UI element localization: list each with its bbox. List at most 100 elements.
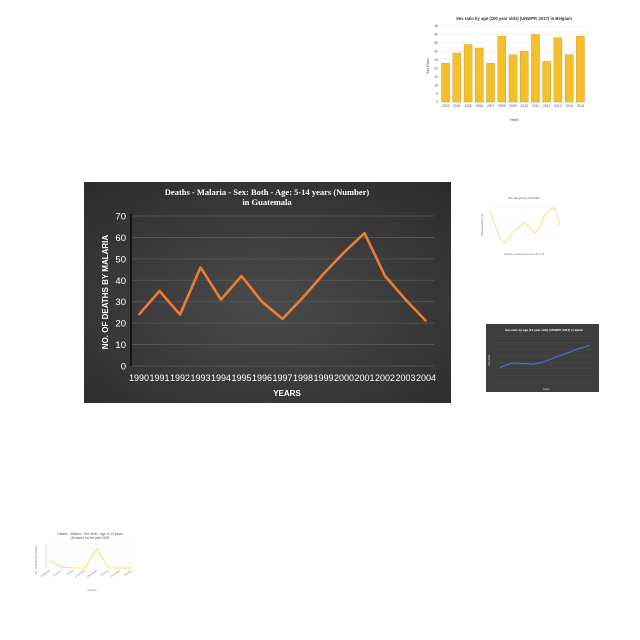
y-tick-label: 0 bbox=[121, 362, 126, 373]
data-point bbox=[364, 232, 366, 234]
y-tick-label: 15 bbox=[434, 75, 438, 79]
thumb-y-axis-title: Sex Ratio bbox=[426, 58, 430, 73]
bar bbox=[543, 61, 551, 102]
x-tick-label: 2002 bbox=[375, 373, 395, 383]
x-tick-label: 1993 bbox=[190, 373, 210, 383]
data-point bbox=[343, 252, 345, 254]
x-tick-label: 2011 bbox=[532, 104, 539, 108]
x-tick-label: 1992 bbox=[170, 373, 190, 383]
x-tick-label: 2010 bbox=[521, 104, 529, 108]
y-tick-label: 25 bbox=[434, 58, 438, 62]
data-point bbox=[384, 275, 386, 277]
data-point bbox=[261, 301, 263, 303]
small-line-chart: Annual grams of NOTE Quantity of sewing … bbox=[478, 193, 566, 259]
y-tick-label: 0 bbox=[436, 100, 438, 104]
x-tick-label: 1991 bbox=[149, 373, 169, 383]
bar bbox=[464, 45, 472, 102]
data-point bbox=[179, 314, 181, 316]
y-tick-label: 5 bbox=[436, 92, 438, 96]
y-tick-label: 30 bbox=[115, 297, 126, 308]
data-point bbox=[323, 273, 325, 275]
x-tick-label: 2009 bbox=[509, 104, 517, 108]
main-chart-panel: Deaths - Malaria - Sex: Both - Age: 5-14… bbox=[84, 182, 451, 403]
data-point bbox=[425, 320, 427, 322]
x-tick-label: 2006 bbox=[476, 104, 484, 108]
chart-title-line-1: Deaths - Malaria - Sex: Both - Age: 5-14… bbox=[165, 187, 370, 197]
bar bbox=[565, 55, 573, 102]
data-point bbox=[405, 299, 407, 301]
bar bbox=[498, 36, 506, 102]
data-point bbox=[241, 275, 243, 277]
y-axis-title: NO. OF DEATHS BY MALARIA bbox=[101, 235, 110, 350]
thumb-title-line-2: (Number) for the year 2009 bbox=[71, 536, 110, 540]
thumb-title: Sex ratio by age (100 year olds) (UNWPP,… bbox=[456, 16, 572, 21]
x-tick-label: 2003 bbox=[442, 104, 450, 108]
thumb-title: Sex ratio by age (10 year olds) (UNWPP, … bbox=[505, 328, 583, 332]
x-tick-label: 1990 bbox=[129, 373, 149, 383]
x-tick-label: 2001 bbox=[354, 373, 374, 383]
x-tick-label: 2012 bbox=[543, 104, 551, 108]
x-tick-label: 2008 bbox=[498, 104, 506, 108]
data-point bbox=[200, 267, 202, 269]
y-tick-label: 10 bbox=[115, 340, 126, 351]
x-axis-title: YEARS bbox=[273, 389, 301, 398]
y-tick-label: 70 bbox=[115, 212, 126, 223]
y-tick-label: 60 bbox=[115, 233, 126, 244]
x-tick-label: 1995 bbox=[231, 373, 251, 383]
thumb-x-axis-title: Years bbox=[510, 118, 519, 122]
x-tick-label: 1996 bbox=[252, 373, 272, 383]
malaria-deaths-chart: Deaths - Malaria - Sex: Both - Age: 5-14… bbox=[84, 182, 451, 403]
belgium-sex-ratio-chart: Sex ratio by age (100 year olds) (UNWPP,… bbox=[424, 10, 590, 124]
x-tick-label: 2004 bbox=[453, 104, 461, 108]
country-line-chart-panel: Deaths - Malaria - Sex: Both - Age: 5-14… bbox=[32, 528, 140, 594]
bar bbox=[486, 63, 494, 102]
data-point bbox=[220, 299, 222, 301]
chart-background bbox=[84, 182, 451, 403]
x-tick-label: 1999 bbox=[313, 373, 333, 383]
x-tick-label: 1998 bbox=[293, 373, 313, 383]
bar bbox=[475, 48, 483, 102]
bar bbox=[576, 36, 584, 102]
thumb-y-axis-title: Total production units bbox=[481, 213, 484, 236]
thumb-y-axis-title: Sex Ratio bbox=[487, 354, 491, 366]
x-tick-label: 2003 bbox=[395, 373, 415, 383]
thumb-y-axis-title: No. of deaths by Malaria bbox=[34, 545, 38, 574]
thumb-x-axis-title: Country bbox=[87, 588, 97, 592]
y-tick-label: 35 bbox=[434, 41, 438, 45]
data-point bbox=[138, 314, 140, 316]
benin-line-chart-panel: Sex ratio by age (10 year olds) (UNWPP, … bbox=[486, 324, 599, 392]
data-point bbox=[159, 290, 161, 292]
bar bbox=[442, 63, 450, 102]
small-line-chart-panel: Annual grams of NOTE Quantity of sewing … bbox=[478, 193, 566, 259]
bar bbox=[554, 38, 562, 102]
y-tick-label: 45 bbox=[434, 24, 438, 28]
x-tick-label: 1994 bbox=[211, 373, 231, 383]
x-tick-label: 2015 bbox=[577, 104, 585, 108]
y-tick-label: 30 bbox=[434, 50, 438, 54]
thumb-x-axis-title: Years bbox=[543, 387, 550, 391]
belgium-bar-chart-panel: Sex ratio by age (100 year olds) (UNWPP,… bbox=[424, 10, 590, 124]
y-tick-label: 10 bbox=[434, 83, 438, 87]
bar bbox=[520, 51, 528, 102]
y-tick-label: 40 bbox=[115, 276, 126, 287]
data-point bbox=[302, 297, 304, 299]
thumb-x-axis-title: Quantity of sewing work done from Tk bbox=[504, 253, 545, 256]
benin-sex-ratio-chart: Sex ratio by age (10 year olds) (UNWPP, … bbox=[486, 324, 599, 392]
malaria-by-country-chart: Deaths - Malaria - Sex: Both - Age: 5-14… bbox=[32, 528, 140, 594]
x-tick-label: 2014 bbox=[565, 104, 573, 108]
bar bbox=[509, 55, 517, 102]
data-point bbox=[282, 318, 284, 320]
y-tick-label: 20 bbox=[434, 66, 438, 70]
y-tick-label: 20 bbox=[115, 319, 126, 330]
x-tick-label: 2007 bbox=[487, 104, 495, 108]
y-tick-label: 50 bbox=[115, 254, 126, 265]
x-tick-label: 1997 bbox=[272, 373, 292, 383]
x-tick-label: 2000 bbox=[334, 373, 354, 383]
y-tick-label: 40 bbox=[434, 33, 438, 37]
x-tick-label: 2013 bbox=[554, 104, 562, 108]
x-tick-label: 2005 bbox=[464, 104, 472, 108]
x-tick-label: 2004 bbox=[416, 373, 436, 383]
thumb-title: Annual grams of NOTE bbox=[508, 196, 539, 200]
chart-title-line-2: in Guatemala bbox=[242, 197, 292, 207]
bar bbox=[453, 53, 461, 102]
